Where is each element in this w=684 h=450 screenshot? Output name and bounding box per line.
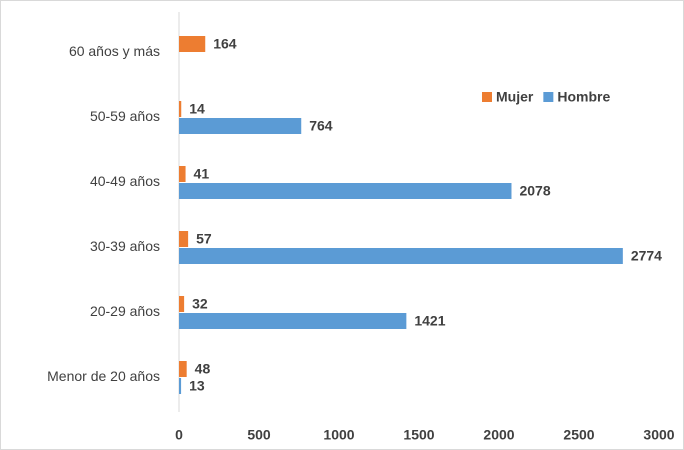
value-label: 32 [192,296,208,312]
value-label: 764 [309,118,333,134]
bar [179,36,206,52]
x-tick-label: 1000 [323,427,354,443]
bar [179,313,407,329]
y-tick-label: 30-39 años [90,238,160,254]
bar [179,361,187,377]
value-label: 57 [196,231,212,247]
bar [179,231,189,247]
bar [179,296,185,312]
value-label: 48 [195,361,211,377]
legend-swatch [482,92,492,102]
y-tick-label: 40-49 años [90,173,160,189]
x-tick-label: 2500 [563,427,594,443]
bar [179,101,182,117]
y-tick-label: 60 años y más [69,43,160,59]
x-tick-label: 1500 [403,427,434,443]
x-tick-label: 2000 [483,427,514,443]
y-tick-label: 50-59 años [90,108,160,124]
bar [179,248,623,264]
bar [179,183,512,199]
value-label: 164 [213,36,237,52]
value-label: 14 [189,101,205,117]
y-tick-label: 20-29 años [90,303,160,319]
x-tick-label: 3000 [643,427,674,443]
value-label: 41 [194,166,210,182]
y-tick-label: Menor de 20 años [47,368,160,384]
legend-label: Hombre [557,89,610,105]
value-label: 2078 [519,183,550,199]
bar [179,118,302,134]
value-label: 13 [189,378,205,394]
x-tick-label: 500 [247,427,271,443]
bar [179,378,182,394]
legend-label: Mujer [496,89,534,105]
legend-swatch [543,92,554,102]
x-tick-label: 0 [175,427,183,443]
bar [179,166,186,182]
value-label: 1421 [414,313,445,329]
value-label: 2774 [631,248,662,264]
